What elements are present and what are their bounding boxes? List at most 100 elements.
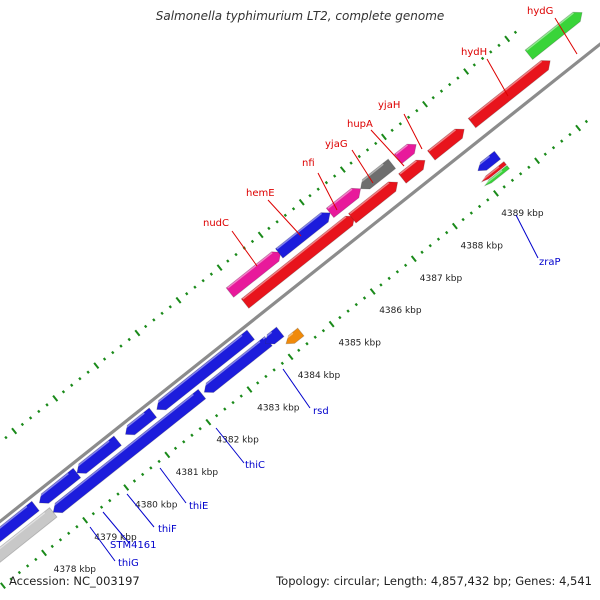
reverse-gene-arrow bbox=[156, 329, 256, 411]
forward-scale-tick bbox=[201, 278, 205, 283]
forward-scale-tick bbox=[175, 296, 182, 304]
gray-gene-arrow-highlight bbox=[357, 163, 384, 185]
forward-gene-arrow-highlight bbox=[242, 216, 347, 300]
forward-gene-arrow-highlight bbox=[349, 182, 390, 215]
reverse-gene-arrow-highlight bbox=[50, 393, 194, 509]
forward-label-leader bbox=[486, 58, 509, 97]
reverse-scale-tick bbox=[140, 472, 145, 477]
reverse-gene-arrow bbox=[477, 150, 502, 172]
reverse-gene-label: rsd bbox=[313, 406, 329, 417]
reverse-scale-tick bbox=[41, 549, 47, 557]
forward-scale-tick bbox=[37, 409, 41, 414]
reverse-gene-arrow bbox=[76, 435, 122, 474]
forward-scale-tick bbox=[61, 390, 66, 394]
reverse-scale-tick bbox=[223, 407, 227, 411]
forward-scale-tick bbox=[20, 422, 25, 427]
forward-label-leader bbox=[554, 17, 578, 55]
scale-label: 4389 kbp bbox=[501, 209, 544, 219]
reverse-scale-tick bbox=[321, 328, 326, 333]
forward-scale-tick bbox=[390, 128, 394, 133]
forward-scale-tick bbox=[283, 213, 288, 218]
light-gray-gene-arrow-highlight bbox=[0, 512, 46, 550]
reverse-gene-label: thiE bbox=[189, 501, 208, 512]
reverse-scale-tick bbox=[280, 361, 285, 366]
reverse-scale-tick bbox=[91, 511, 96, 516]
reverse-scale-tick bbox=[246, 386, 253, 393]
forward-label-leader bbox=[317, 172, 338, 211]
reverse-gene-arrow-highlight bbox=[74, 440, 110, 470]
map-title: Salmonella typhimurium LT2, complete gen… bbox=[155, 9, 445, 23]
reverse-label-leader bbox=[159, 467, 187, 504]
reverse-scale-tick bbox=[428, 244, 432, 248]
forward-label-leader bbox=[370, 129, 405, 167]
forward-scale-tick bbox=[480, 56, 485, 61]
reverse-gene-arrow bbox=[125, 407, 158, 436]
reverse-scale-tick bbox=[297, 348, 301, 352]
forward-scale-tick bbox=[489, 50, 493, 54]
small-gene-arrow-highlight bbox=[481, 166, 500, 181]
reverse-scale-tick bbox=[346, 309, 350, 313]
reverse-scale-tick bbox=[116, 492, 120, 496]
forward-gene-label: nfi bbox=[302, 158, 315, 169]
reverse-scale-tick bbox=[67, 531, 71, 535]
reverse-gene-label: STM4161 bbox=[110, 540, 157, 551]
forward-gene-arrow-highlight bbox=[428, 129, 457, 152]
scale-label: 4386 kbp bbox=[379, 306, 422, 316]
forward-scale-tick bbox=[291, 207, 296, 211]
reverse-scale-tick bbox=[395, 270, 400, 274]
backbone-line bbox=[0, 42, 600, 524]
forward-scale-tick bbox=[93, 362, 100, 370]
reverse-scale-tick bbox=[534, 157, 541, 165]
reverse-gene-label: thiF bbox=[158, 524, 177, 535]
reverse-scale-tick bbox=[205, 418, 212, 426]
forward-gene-label: hydG bbox=[527, 6, 553, 17]
reverse-scale-tick bbox=[328, 320, 335, 328]
forward-gene-arrow bbox=[426, 128, 465, 161]
reverse-scale-tick bbox=[34, 557, 38, 562]
forward-scale-tick bbox=[298, 198, 305, 206]
reverse-scale-tick bbox=[182, 440, 186, 444]
forward-scale-tick bbox=[324, 180, 329, 185]
reverse-scale-tick bbox=[568, 132, 572, 137]
forward-label-leader bbox=[267, 199, 302, 237]
forward-gene-arrow bbox=[398, 159, 426, 184]
scale-label: 4387 kbp bbox=[420, 274, 463, 284]
reverse-scale-tick bbox=[272, 368, 276, 372]
reverse-scale-tick bbox=[461, 217, 465, 222]
forward-scale-tick bbox=[448, 82, 452, 87]
forward-scale-tick bbox=[316, 187, 320, 191]
forward-gene-arrow-highlight bbox=[399, 160, 417, 175]
forward-gene-arrow bbox=[240, 215, 356, 309]
forward-scale-tick bbox=[339, 166, 346, 173]
pink-gene-arrow-highlight bbox=[327, 188, 353, 209]
scale-label: 4382 kbp bbox=[216, 436, 259, 446]
forward-scale-tick bbox=[160, 311, 164, 316]
reverse-scale-tick bbox=[305, 342, 309, 346]
small-gene-arrow bbox=[480, 161, 507, 183]
forward-scale-tick bbox=[497, 43, 501, 48]
forward-scale-tick bbox=[28, 416, 33, 420]
forward-label-leader bbox=[403, 113, 423, 150]
reverse-lane-gene-arrow-highlight bbox=[276, 212, 322, 250]
forward-scale-tick bbox=[127, 337, 131, 342]
forward-scale-tick bbox=[152, 318, 156, 322]
pink-gene-arrow bbox=[325, 187, 362, 219]
reverse-scale-tick bbox=[379, 283, 383, 287]
reverse-scale-tick bbox=[527, 165, 531, 169]
forward-scale-tick bbox=[111, 350, 115, 355]
reverse-scale-tick bbox=[543, 152, 547, 156]
reverse-scale-tick bbox=[9, 577, 13, 581]
genome-summary-text: Topology: circular; Length: 4,857,432 bp… bbox=[276, 574, 592, 588]
pink-gene-arrow bbox=[225, 251, 282, 298]
reverse-gene-arrow bbox=[203, 335, 273, 393]
reverse-gene-arrow bbox=[52, 388, 207, 514]
orange-gene-arrow bbox=[285, 327, 305, 345]
reverse-scale-tick bbox=[132, 479, 137, 483]
forward-gene-label: hemE bbox=[246, 188, 275, 199]
forward-scale-tick bbox=[11, 427, 18, 435]
reverse-scale-tick bbox=[264, 374, 268, 379]
forward-scale-tick bbox=[513, 30, 518, 34]
small-gene-arrow-highlight bbox=[484, 170, 503, 185]
